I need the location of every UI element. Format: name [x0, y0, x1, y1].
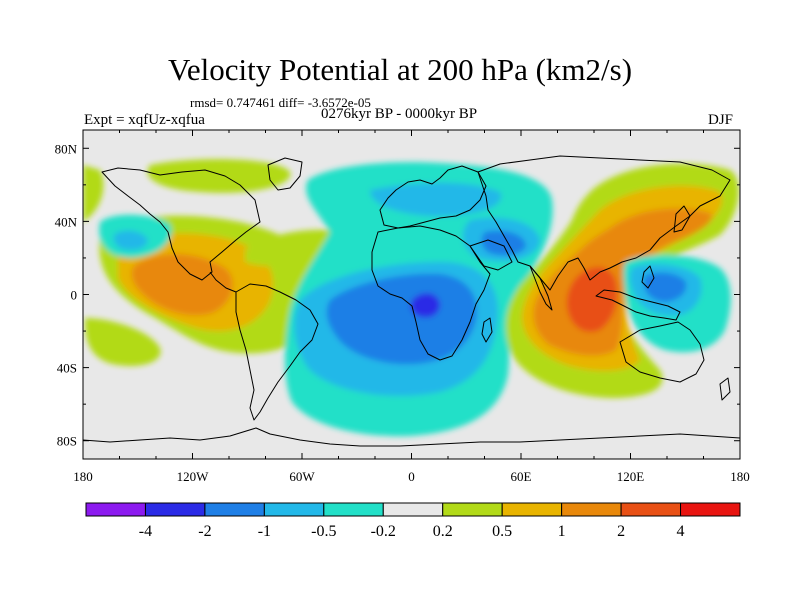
coast-japan	[673, 205, 691, 233]
coast-asia	[477, 155, 731, 291]
colorbar: -4 -2 -1 -0.5 -0.2 0.2 0.5 1 2 4	[85, 502, 741, 540]
experiment-label: Expt = xqfUz-xqfua	[84, 112, 205, 128]
colorbar-label: 0.5	[492, 523, 512, 540]
coast-india	[529, 265, 553, 311]
colorbar-swatch	[382, 502, 444, 517]
contour-arctic-0.2	[147, 159, 291, 193]
colorbar-label: 1	[558, 523, 566, 540]
axes-layer: 180 120W 60W 0 60E 120E 180 80N 40N 0 40S 80S	[55, 130, 750, 484]
coast-africa	[371, 225, 491, 361]
lon-tick-label: 60E	[511, 469, 532, 484]
colorbar-swatch	[144, 502, 206, 517]
colorbar-swatch	[442, 502, 503, 517]
contour-wpac-neg-1	[644, 272, 687, 302]
lat-tick-label: 80N	[55, 141, 78, 156]
colorbar-swatch	[561, 502, 622, 517]
contour-africa-neg-0.5	[370, 182, 502, 217]
colorbar-swatch	[501, 502, 563, 517]
coast-indonesia	[595, 289, 681, 321]
lon-tick-label: 180	[73, 469, 93, 484]
coast-europe	[379, 165, 487, 229]
lon-tick-label: 0	[408, 469, 415, 484]
contour-pacific-south-0.2	[84, 318, 161, 367]
lat-tick-label: 40S	[57, 361, 77, 376]
contour-asia-2	[566, 267, 618, 332]
lat-tick-label: 80S	[57, 434, 77, 449]
colorbar-label: -2	[198, 523, 211, 540]
colorbar-label: -4	[139, 523, 152, 540]
coast-south-america	[235, 283, 319, 421]
period-label: 0276kyr BP - 0000kyr BP	[321, 106, 478, 122]
colorbar-label: -1	[258, 523, 271, 540]
lon-tick-label: 120E	[617, 469, 645, 484]
colorbar-label: -0.2	[371, 523, 396, 540]
contour-atl-neg-2	[410, 293, 440, 318]
colorbar-label: 4	[677, 523, 685, 540]
coast-north-america	[101, 167, 261, 281]
contour-fill-layer	[83, 155, 740, 447]
season-label: DJF	[708, 112, 734, 128]
colorbar-swatch	[263, 502, 325, 517]
coast-new-zealand	[719, 377, 731, 401]
contour-west-edge-0.2	[83, 165, 104, 222]
contour-atl-neg-1	[326, 273, 477, 365]
contour-indian-neg-1	[481, 230, 526, 256]
coast-antarctica	[83, 427, 740, 447]
contour-pacific-1	[131, 253, 233, 316]
lat-tick-label: 40N	[55, 214, 78, 229]
colorbar-label: -0.5	[311, 523, 336, 540]
coast-greenland	[267, 157, 303, 191]
lat-tick-label: 0	[71, 288, 78, 303]
coast-philippines	[641, 265, 655, 289]
rmsd-stats: rmsd= 0.747461 diff= -3.6572e-05	[190, 95, 371, 110]
coast-arabia	[469, 239, 513, 271]
coastline-layer	[83, 155, 740, 447]
lon-tick-label: 180	[730, 469, 750, 484]
colorbar-label: 2	[617, 523, 625, 540]
coast-madagascar	[481, 317, 493, 343]
colorbar-swatch	[680, 502, 741, 517]
colorbar-swatch	[204, 502, 265, 517]
contour-npacific-neg-0.5	[113, 230, 148, 250]
map-title: Velocity Potential at 200 hPa (km2/s)	[167, 52, 633, 87]
colorbar-swatch	[323, 502, 384, 517]
colorbar-swatch	[85, 502, 146, 517]
coast-central-america	[209, 271, 237, 293]
lon-tick-label: 60W	[289, 469, 315, 484]
coast-australia	[619, 321, 705, 383]
lon-tick-label: 120W	[177, 469, 210, 484]
colorbar-swatch	[620, 502, 682, 517]
colorbar-label: 0.2	[433, 523, 453, 540]
